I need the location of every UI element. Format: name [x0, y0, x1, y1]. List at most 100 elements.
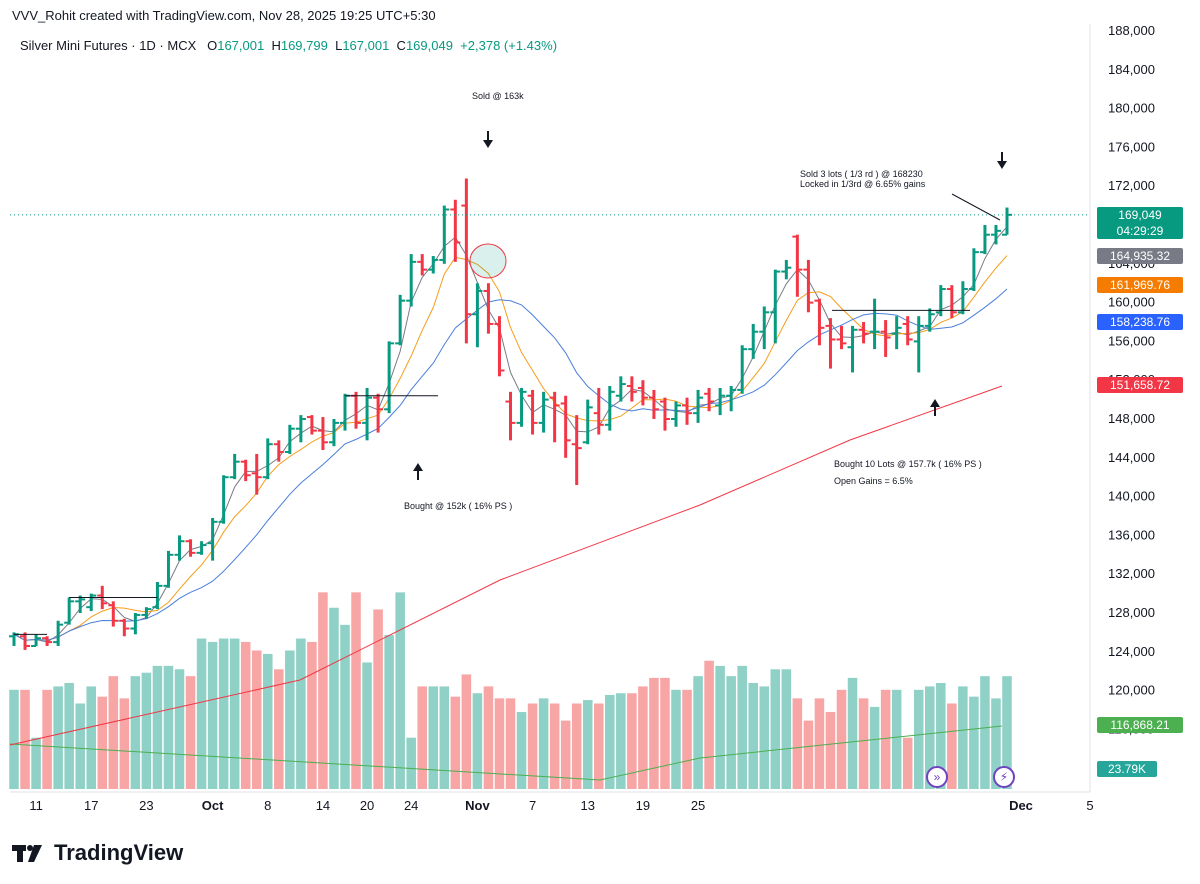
symbol-legend: Silver Mini Futures · 1D · MCX O167,001 …	[20, 38, 557, 53]
vol-ma-tag: 116,868.21	[1097, 717, 1183, 733]
x-tick-label: 14	[316, 798, 330, 813]
y-tick-label: 176,000	[1108, 139, 1155, 154]
volume-bar	[274, 669, 284, 789]
volume-bar	[947, 703, 957, 789]
y-tick-label: 136,000	[1108, 527, 1155, 542]
volume-bar	[417, 686, 427, 789]
volume-bar	[803, 720, 814, 789]
y-tick-label: 172,000	[1108, 178, 1155, 193]
volume-bar	[373, 609, 383, 789]
volume-bar	[715, 665, 725, 789]
volume-bar	[285, 650, 295, 789]
sell-arrow-oct-head	[483, 140, 493, 148]
volume-bar	[991, 698, 1001, 789]
ma-red-tag: 151,658.72	[1097, 377, 1183, 393]
x-tick-label: 17	[84, 798, 98, 813]
x-tick-label: Dec	[1009, 798, 1033, 813]
ma-red-line	[9, 385, 1003, 746]
volume-bar	[119, 698, 130, 789]
volume-bar	[141, 672, 152, 789]
note-pointer-line	[951, 193, 1001, 221]
bought-10lots-note: Bought 10 Lots @ 157.7k ( 16% PS )	[834, 459, 982, 469]
volume-bar	[240, 641, 251, 789]
volume-bar	[582, 700, 593, 789]
volume-bar	[75, 703, 85, 789]
last-price-value: 169,049	[1118, 208, 1162, 222]
volume-bar	[108, 676, 119, 789]
x-tick-label: 25	[691, 798, 705, 813]
y-tick-label: 184,000	[1108, 62, 1155, 77]
volume-bar	[858, 698, 869, 789]
replay-icon[interactable]: »	[926, 766, 948, 788]
close-label: C	[396, 38, 406, 53]
volume-bar	[20, 689, 30, 789]
volume-bar	[329, 607, 339, 789]
highlight-circle	[469, 243, 507, 279]
y-tick-label: 124,000	[1108, 644, 1155, 659]
volume-bar	[737, 665, 747, 789]
symbol-title[interactable]: Silver Mini Futures · 1D · MCX	[20, 38, 197, 53]
volume-bar	[406, 737, 416, 789]
volume-bar	[605, 694, 615, 789]
y-tick-label: 180,000	[1108, 101, 1155, 116]
volume-bar	[494, 698, 505, 789]
countdown-value: 04:29:29	[1116, 224, 1164, 238]
volume-bar	[384, 635, 394, 789]
volume-bar	[649, 677, 659, 789]
ma-blue-line	[13, 288, 1008, 641]
y-tick-label: 144,000	[1108, 450, 1155, 465]
volume-bar	[825, 712, 836, 789]
tradingview-logo[interactable]: TradingView	[12, 840, 183, 866]
volume-tag: 23.79K	[1097, 761, 1157, 777]
volume-bar	[362, 662, 372, 789]
volume-bar	[560, 720, 571, 789]
volume-bar	[781, 669, 792, 789]
volume-bar	[53, 686, 63, 789]
flash-icon[interactable]: ⚡	[993, 766, 1015, 788]
volume-bar	[682, 689, 692, 789]
x-tick-label: 7	[529, 798, 536, 813]
volume-bar	[152, 665, 163, 789]
y-tick-label: 132,000	[1108, 566, 1155, 581]
x-tick-label: 23	[139, 798, 153, 813]
volume-bar	[958, 686, 968, 789]
volume-bar	[196, 638, 207, 789]
x-tick-label: Nov	[465, 798, 490, 813]
sell-arrow-nov-head	[997, 161, 1007, 169]
volume-bar	[891, 689, 902, 789]
open-value: 167,001	[217, 38, 265, 53]
volume-bar	[527, 703, 538, 789]
volume-bar	[880, 689, 891, 789]
volume-bar	[296, 638, 306, 789]
close-value: 169,049	[405, 38, 453, 53]
volume-bar	[936, 682, 946, 789]
volume-bar	[726, 676, 736, 789]
volume-bar	[229, 638, 240, 789]
volume-bar	[9, 689, 19, 789]
volume-bar	[902, 737, 913, 789]
y-tick-label: 188,000	[1108, 23, 1155, 38]
x-tick-label: 5	[1086, 798, 1093, 813]
volume-bar	[704, 660, 714, 789]
volume-bar	[660, 677, 670, 789]
volume-bar	[980, 676, 990, 789]
volume-bar	[450, 696, 461, 789]
volume-bar	[925, 686, 935, 789]
y-tick-label: 140,000	[1108, 489, 1155, 504]
sold-3lots-note-2: Locked in 1/3rd @ 6.65% gains	[800, 179, 926, 189]
volume-bar	[770, 669, 781, 789]
ma-blue-tag: 158,238.76	[1097, 314, 1183, 330]
volume-bar	[64, 682, 74, 789]
y-tick-label: 128,000	[1108, 605, 1155, 620]
volume-bar	[505, 698, 516, 789]
volume-bar	[318, 592, 328, 789]
volume-bar	[263, 653, 273, 789]
bought-152k-note: Bought @ 152k ( 16% PS )	[404, 501, 513, 511]
sold-3lots-note-1: Sold 3 lots ( 1/3 rd ) @ 168230	[800, 169, 923, 179]
change-value: +2,378 (+1.43%)	[460, 38, 558, 53]
y-tick-label: 148,000	[1108, 411, 1155, 426]
sold-163k-note: Sold @ 163k	[472, 91, 524, 101]
volume-bar	[759, 686, 770, 789]
volume-bar	[516, 712, 527, 789]
